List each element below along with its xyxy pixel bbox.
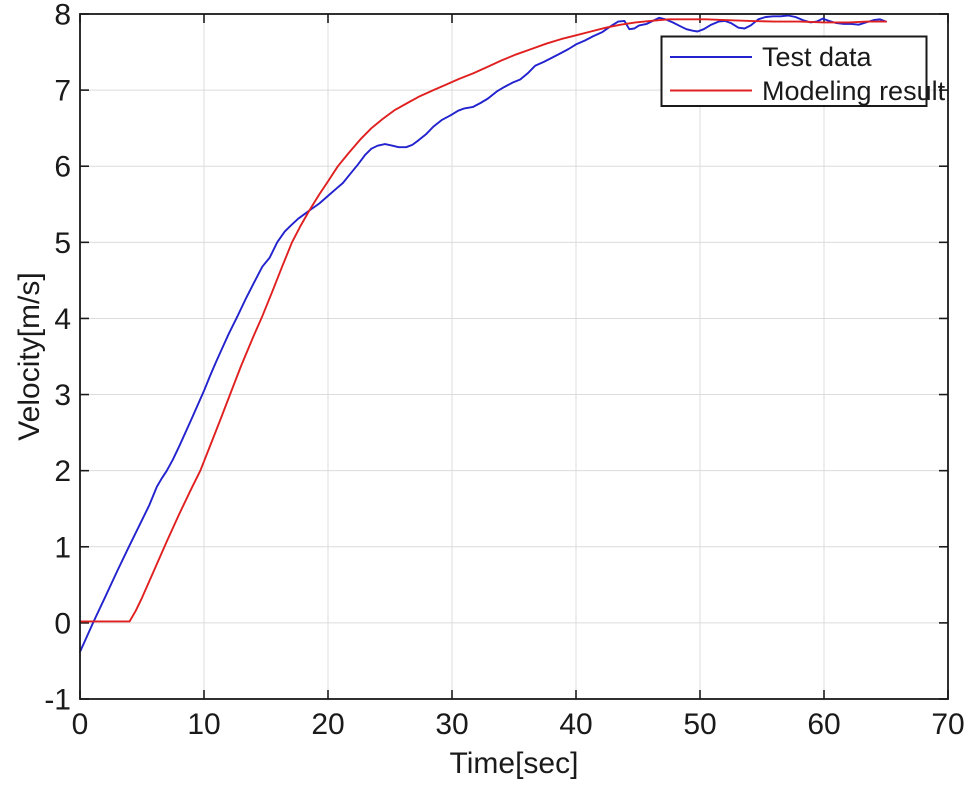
x-tick-label: 0 (72, 708, 89, 741)
modeling-result-line (79, 18, 887, 623)
plot-series (79, 14, 887, 653)
x-tick-label: 40 (559, 708, 592, 741)
grid (80, 14, 948, 699)
y-tick-label: 3 (54, 379, 71, 412)
x-tick-label: 50 (683, 708, 716, 741)
x-tick-label: 20 (311, 708, 344, 741)
legend-box (660, 35, 928, 107)
legend-label-modeling-result: Modeling result (762, 76, 946, 106)
y-axis-label: Velocity[m/s] (13, 272, 46, 440)
x-tick-label: 70 (931, 708, 964, 741)
y-tick-label: 1 (54, 531, 71, 564)
y-tick-labels: -1 0 1 2 3 4 5 6 7 8 (44, 0, 71, 717)
y-tick-label: 5 (54, 227, 71, 260)
axis-ticks (79, 13, 949, 700)
y-tick-label: 2 (54, 455, 71, 488)
y-tick-label: 6 (54, 151, 71, 184)
y-tick-label: 8 (54, 0, 71, 32)
y-tick-label: 7 (54, 75, 71, 108)
y-tick-label: 0 (54, 607, 71, 640)
x-tick-labels: 0 10 20 30 40 50 60 70 (72, 708, 965, 741)
legend[interactable]: Test data Modeling result (660, 35, 946, 107)
test-data-line (79, 14, 887, 653)
x-axis-label: Time[sec] (450, 747, 579, 780)
y-tick-label: 4 (54, 303, 71, 336)
y-tick-label: -1 (44, 684, 71, 717)
plot-box (79, 13, 949, 700)
x-tick-label: 10 (187, 708, 220, 741)
x-tick-label: 30 (435, 708, 468, 741)
legend-label-test-data: Test data (762, 42, 873, 72)
x-tick-label: 60 (807, 708, 840, 741)
